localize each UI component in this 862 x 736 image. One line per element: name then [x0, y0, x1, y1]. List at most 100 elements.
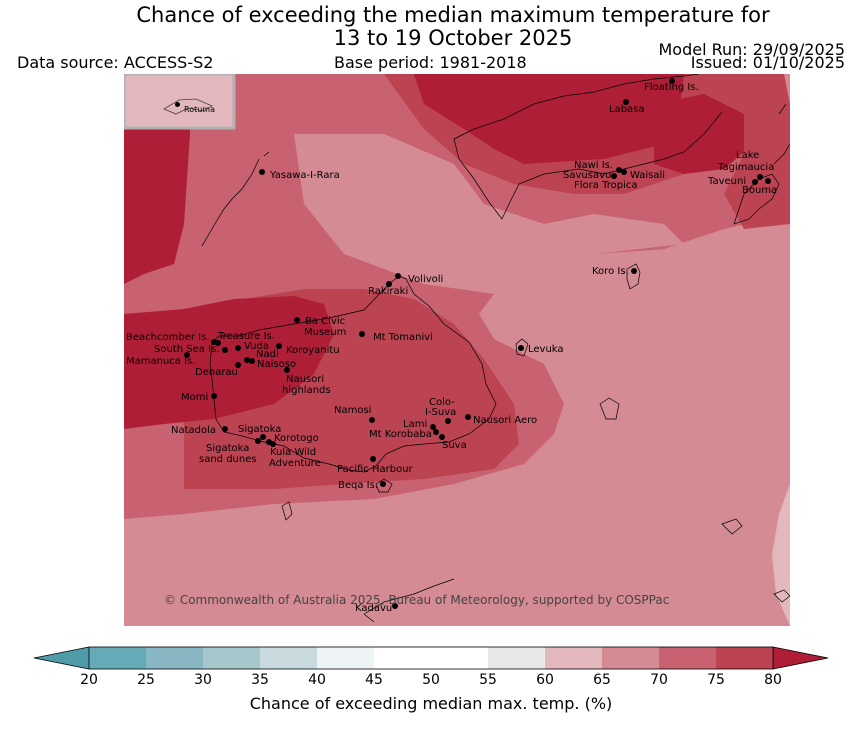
label-naisoso: Naisoso — [257, 359, 297, 370]
marker-nadi — [244, 357, 250, 363]
marker-beqa — [380, 481, 386, 487]
beqa-coast — [375, 478, 393, 493]
marker-namosi — [369, 417, 375, 423]
label-labasa: Labasa — [609, 104, 645, 115]
colorbar-low-arrow — [34, 647, 89, 669]
marker-korotogo — [266, 439, 272, 445]
tick-50: 50 — [422, 672, 440, 688]
label-korotogo: Korotogo — [274, 433, 319, 444]
rotuma-inset — [124, 74, 236, 130]
label-adventure: Adventure — [269, 458, 321, 469]
label-savusavu: Savusavu — [563, 170, 612, 181]
label-flora: Flora Tropica — [574, 180, 638, 191]
tick-80: 80 — [764, 672, 782, 688]
marker-kadavu — [392, 603, 398, 609]
data-source: Data source: ACCESS-S2 — [17, 53, 214, 72]
south-east-islands — [721, 518, 790, 603]
label-taveuni: Taveuni — [708, 176, 747, 187]
marker-kula — [270, 441, 276, 447]
label-suva: Suva — [442, 440, 467, 451]
label-rakiraki: Rakiraki — [368, 286, 409, 297]
marker-mamanuca — [184, 352, 190, 358]
tick-55: 55 — [479, 672, 497, 688]
marker-natadola — [222, 426, 228, 432]
tick-70: 70 — [650, 672, 668, 688]
colorbar-60-65 — [545, 647, 602, 669]
map-title-line2: 13 to 19 October 2025 — [333, 26, 573, 50]
marker-nausori-hl — [284, 367, 290, 373]
label-natadola: Natadola — [171, 425, 217, 436]
label-tomanivi: Mt Tomanivi — [373, 332, 433, 343]
label-koroyanitu: Koroyanitu — [286, 345, 340, 356]
marker-vuda — [235, 345, 241, 351]
label-pacific: Pacific Harbour — [337, 464, 413, 475]
tick-45: 45 — [365, 672, 383, 688]
tick-20: 20 — [80, 672, 98, 688]
colorbar-55-60 — [488, 647, 545, 669]
colorbar-20-25 — [89, 647, 146, 669]
label-isuva: I-Suva — [425, 407, 457, 418]
viti-levu-coast — [209, 275, 497, 473]
band-65-70-diagonal — [294, 134, 684, 294]
band-80-west — [124, 296, 334, 429]
marker-yasawa — [259, 169, 265, 175]
colorbar — [33, 646, 829, 670]
label-sigatoka: Sigatoka — [238, 424, 282, 435]
marker-waisali — [621, 169, 627, 175]
band-80-north — [414, 74, 684, 164]
marker-nawi — [616, 167, 622, 173]
colorbar-65-70 — [602, 647, 659, 669]
marker-pacific — [370, 456, 376, 462]
label-denarau: Denarau — [195, 367, 238, 378]
marker-lami — [430, 424, 436, 430]
marker-momi — [211, 393, 217, 399]
label-ba: Ba Civic — [305, 316, 346, 327]
band-65-70-east — [124, 214, 790, 626]
marker-colo — [445, 418, 451, 424]
vanua-levu-coast — [453, 74, 723, 220]
base-period: Base period: 1981-2018 — [334, 53, 527, 72]
tick-40: 40 — [308, 672, 326, 688]
label-southsea: South Sea Is. — [154, 344, 220, 355]
marker-nausori-aero — [465, 414, 471, 420]
band-60-65-southeast — [772, 484, 790, 626]
marker-suva — [439, 434, 445, 440]
marker-bouma — [765, 178, 771, 184]
rotuma-label: Rotuma — [184, 105, 215, 114]
marker-rakiraki — [386, 281, 392, 287]
label-momi: Momi — [181, 392, 209, 403]
band-75-80-east — [724, 74, 790, 229]
colorbar-label: Chance of exceeding median max. temp. (%… — [249, 694, 613, 713]
kadavu-coast — [363, 578, 455, 623]
marker-tomanivi — [359, 331, 365, 337]
label-volivoli: Volivoli — [408, 274, 444, 285]
label-nawi: Nawi Is. — [574, 160, 614, 171]
label-tagimaucia: Tagimaucia — [718, 162, 775, 173]
label-lami: Lami — [403, 419, 428, 430]
colorbar-50-55 — [431, 647, 488, 669]
label-kula: Kula Wild — [270, 447, 317, 458]
label-museum: Museum — [304, 327, 347, 338]
tick-35: 35 — [251, 672, 269, 688]
issued-date: Issued: 01/10/2025 — [690, 53, 845, 72]
marker-sigatoka — [260, 434, 266, 440]
marker-savusavu — [611, 173, 617, 179]
colorbar-30-35 — [203, 647, 260, 669]
label-lake: Lake — [736, 150, 760, 161]
map-title-line1: Chance of exceeding the median maximum t… — [136, 3, 770, 27]
marker-denarau — [235, 362, 241, 368]
forecast-map: Rotuma Floating Is. Labasa Yasawa-I-Rara… — [124, 74, 790, 626]
ovalau-coast — [515, 338, 529, 357]
tick-60: 60 — [536, 672, 554, 688]
marker-floating — [669, 78, 675, 84]
marker-levuka — [518, 345, 524, 351]
colorbar-35-40 — [260, 647, 317, 669]
label-nausori-aero: Nausori Aero — [473, 415, 538, 426]
koro-coast — [626, 263, 641, 290]
label-floating: Floating Is. — [644, 82, 699, 93]
label-bouma: Bouma — [742, 185, 778, 196]
marker-beachcomber — [211, 339, 217, 345]
label-mamanuca: Mamanuca Is. — [126, 356, 196, 367]
marker-ba — [294, 317, 300, 323]
marker-southsea — [222, 347, 228, 353]
